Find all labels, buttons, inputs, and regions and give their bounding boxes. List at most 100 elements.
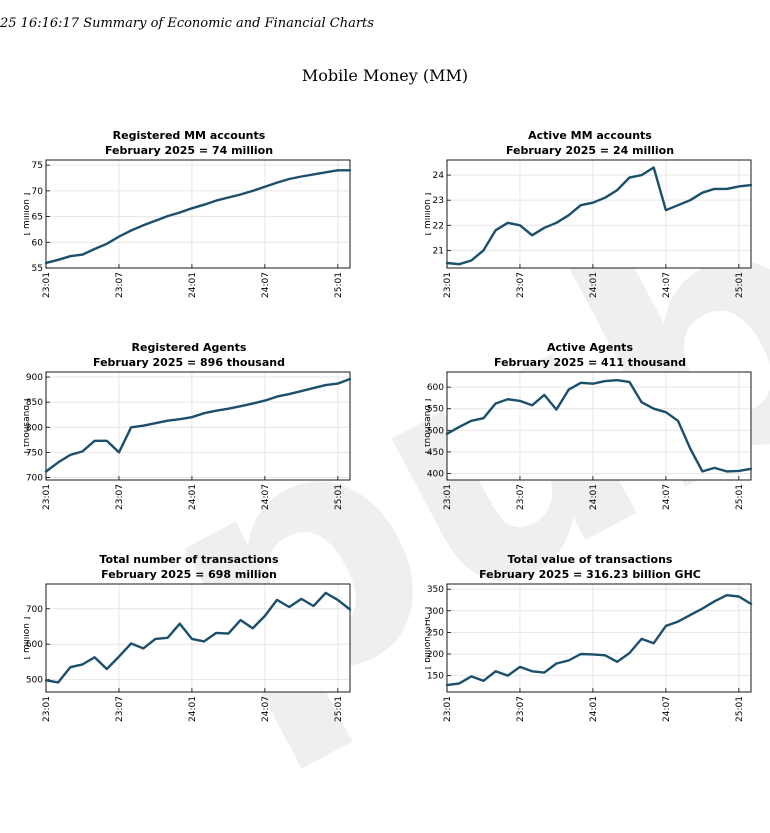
- x-tick-label: 24:07: [662, 484, 672, 510]
- x-tick-label: 24:07: [662, 272, 672, 298]
- x-tick-label: 24:01: [188, 272, 198, 298]
- axes-frame: [45, 159, 351, 269]
- y-tick-label: 24: [433, 171, 445, 181]
- series-line: [44, 377, 352, 473]
- axes-frame: [45, 583, 351, 693]
- x-tick-label: 24:07: [261, 272, 271, 298]
- y-tick-label: 23: [433, 196, 444, 206]
- y-tick-label: 850: [26, 398, 43, 408]
- chart-title: Total value of transactions February 202…: [425, 552, 755, 582]
- chart-total-number-of-transactions: Total number of transactions February 20…: [24, 552, 354, 742]
- y-tick-label: 21: [433, 246, 444, 256]
- chart-title-main: Registered MM accounts: [112, 129, 266, 142]
- x-tick-label: 23:07: [115, 696, 125, 722]
- x-tick-label: 23:01: [443, 484, 453, 510]
- chart-registered-mm-accounts: Registered MM accounts February 2025 = 7…: [24, 128, 354, 318]
- chart-title-main: Total value of transactions: [507, 553, 673, 566]
- x-tick-label: 23:01: [443, 696, 453, 722]
- x-tick-label: 23:07: [115, 484, 125, 510]
- x-tick-label: 24:01: [188, 696, 198, 722]
- chart-plot: 55 60 65 70 75 23:01 23:07 24:01 24:07 25:01 [ mil…: [24, 159, 352, 298]
- plot-area: [46, 584, 350, 692]
- x-tick-label: 23:07: [516, 484, 526, 510]
- x-tick-label: 25:01: [735, 484, 745, 510]
- y-axis-label: [ billion GHC ]: [425, 607, 433, 670]
- y-tick-label: 300: [427, 607, 444, 617]
- x-tick-label: 23:01: [42, 272, 52, 298]
- chart-plot: 21 22 23 24 23:01 23:07 24:01 24:07 25:01 [ milli…: [425, 159, 753, 298]
- page-title: Mobile Money (MM): [301, 66, 469, 85]
- x-tick-label: 24:01: [589, 484, 599, 510]
- y-tick-label: 400: [427, 470, 444, 480]
- y-tick-label: 600: [26, 640, 43, 650]
- chart-total-value-of-transactions: Total value of transactions February 202…: [425, 552, 755, 742]
- axes-frame: [446, 159, 752, 269]
- y-tick-label: 700: [26, 473, 43, 483]
- series-line: [44, 591, 352, 684]
- chart-title: Active MM accounts February 2025 = 24 mi…: [425, 128, 755, 158]
- chart-title-main: Active Agents: [546, 341, 633, 354]
- x-tick-label: 25:01: [334, 696, 344, 722]
- chart-plot: 500 600 700 23:01 23:07 24:01 24:07 25:01 [ mill…: [24, 583, 352, 722]
- y-tick-label: 500: [26, 676, 43, 686]
- chart-subtitle: February 2025 = 698 million: [101, 568, 277, 581]
- y-tick-label: 150: [427, 672, 444, 682]
- x-tick-label: 25:01: [334, 484, 344, 510]
- y-tick-label: 250: [427, 628, 444, 638]
- x-tick-label: 23:07: [516, 696, 526, 722]
- y-axis-label: [ thousand ]: [24, 399, 32, 454]
- chart-title: Total number of transactions February 20…: [24, 552, 354, 582]
- axes-frame: [446, 371, 752, 481]
- y-tick-label: 900: [26, 373, 43, 383]
- y-tick-label: 750: [26, 448, 43, 458]
- series-line: [445, 379, 753, 473]
- y-tick-label: 450: [427, 448, 444, 458]
- x-tick-label: 24:01: [188, 484, 198, 510]
- y-tick-label: 700: [26, 605, 43, 615]
- chart-title: Registered Agents February 2025 = 896 th…: [24, 340, 354, 370]
- y-axis-label: [ million ]: [24, 193, 32, 236]
- x-tick-label: 24:07: [662, 696, 672, 722]
- x-tick-label: 23:01: [443, 272, 453, 298]
- y-tick-label: 500: [427, 426, 444, 436]
- series-line: [445, 594, 753, 687]
- report-header: 25 16:16:17 Summary of Economic and Fina…: [0, 16, 374, 31]
- y-tick-label: 55: [32, 264, 43, 274]
- chart-subtitle: February 2025 = 24 million: [505, 144, 675, 157]
- chart-subtitle: February 2025 = 74 million: [104, 144, 274, 157]
- y-tick-label: 22: [433, 221, 444, 231]
- chart-title: Active Agents February 2025 = 411 thousa…: [425, 340, 755, 370]
- y-tick-label: 550: [427, 405, 444, 415]
- plot-area: [46, 372, 350, 480]
- y-tick-label: 70: [32, 187, 44, 197]
- y-tick-label: 350: [427, 585, 444, 595]
- chart-subtitle: February 2025 = 411 thousand: [494, 356, 686, 369]
- x-tick-label: 24:01: [589, 696, 599, 722]
- x-tick-label: 24:07: [261, 696, 271, 722]
- x-tick-label: 24:01: [589, 272, 599, 298]
- y-axis-label: [ thousand ]: [425, 399, 433, 454]
- chart-plot: 150 200 250 300 350 23:01 23:07 24:01 24:07 25:01…: [425, 583, 753, 722]
- chart-active-agents: Active Agents February 2025 = 411 thousa…: [425, 340, 755, 530]
- axes-frame: [45, 371, 351, 481]
- x-tick-label: 25:01: [735, 272, 745, 298]
- y-tick-label: 75: [32, 161, 43, 171]
- chart-plot: 400 450 500 550 600 23:01 23:07 24:01 24:07 25:01…: [425, 371, 753, 510]
- axes-frame: [446, 583, 752, 693]
- y-tick-label: 600: [427, 383, 444, 393]
- chart-title-main: Active MM accounts: [528, 129, 652, 142]
- x-tick-label: 23:07: [516, 272, 526, 298]
- plot-area: [447, 160, 751, 268]
- x-tick-label: 24:07: [261, 484, 271, 510]
- chart-subtitle: February 2025 = 316.23 billion GHC: [479, 568, 701, 581]
- chart-title-main: Registered Agents: [131, 341, 247, 354]
- chart-plot: 700 750 800 850 900 23:01 23:07 24:01 24:07 25:01…: [24, 371, 352, 510]
- chart-active-mm-accounts: Active MM accounts February 2025 = 24 mi…: [425, 128, 755, 318]
- series-line: [445, 166, 753, 266]
- plot-area: [447, 372, 751, 480]
- chart-title-main: Total number of transactions: [99, 553, 279, 566]
- chart-subtitle: February 2025 = 896 thousand: [93, 356, 285, 369]
- plot-area: [447, 584, 751, 692]
- chart-title: Registered MM accounts February 2025 = 7…: [24, 128, 354, 158]
- y-axis-label: [ million ]: [24, 617, 32, 660]
